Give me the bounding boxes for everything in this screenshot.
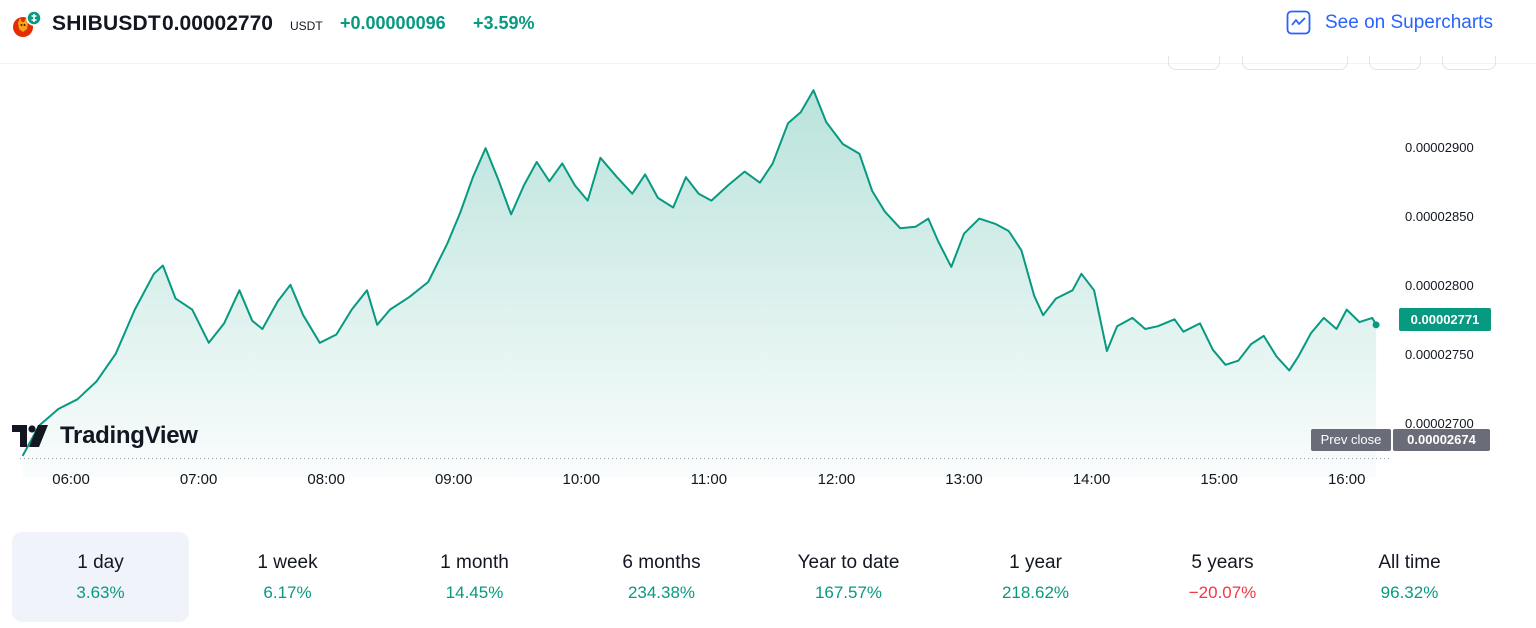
price-line [21,89,1377,457]
chart-line-icon [1286,10,1311,35]
x-axis-tick-label: 10:00 [563,471,601,488]
x-axis-tick-label: 14:00 [1073,471,1111,488]
period-change-value: 3.63% [76,583,125,602]
period-label: 1 year [1009,552,1062,573]
x-axis-tick-label: 07:00 [180,471,218,488]
y-axis-tick-label: 0.00002900 [1405,140,1474,155]
x-axis-tick-label: 06:00 [52,471,90,488]
tradingview-logo-icon [12,425,48,447]
x-axis-tick-label: 16:00 [1328,471,1366,488]
x-axis-tick-label: 12:00 [818,471,856,488]
period-change-value: 167.57% [814,583,883,602]
supercharts-link-label: See on Supercharts [1325,11,1493,33]
y-axis-tick-label: 0.00002850 [1405,209,1474,224]
period-change-value: 6.17% [263,583,312,602]
last-price-tag: 0.00002771 [1399,308,1491,331]
tradingview-wordmark: TradingView [60,422,198,449]
chart-toolbar-button[interactable] [1369,56,1421,70]
period-change-value: 234.38% [627,583,696,602]
y-axis-tick-label: 0.00002700 [1405,416,1474,431]
x-axis-tick-label: 15:00 [1200,471,1238,488]
period-label: Year to date [797,552,900,573]
period-tab-5-years[interactable]: 5 years −20.07% [1134,532,1311,622]
symbol-name: SHIBUSDT [52,12,161,35]
period-label: 1 week [257,552,318,573]
period-tab-6-months[interactable]: 6 months 234.38% [573,532,750,622]
chart-toolbar-button[interactable] [1168,56,1220,70]
see-on-supercharts-link[interactable]: See on Supercharts [1286,10,1493,35]
period-tab-all-time[interactable]: All time 96.32% [1321,532,1498,622]
x-axis-tick-label: 09:00 [435,471,473,488]
price-area-chart[interactable]: 06:00 07:00 08:00 09:00 10:00 11:00 12:00 13:00… [0,64,1536,504]
chart-toolbar-button[interactable] [1442,56,1496,70]
period-label: All time [1378,552,1441,573]
prev-close-label: Prev close [1311,429,1391,451]
last-price-dot [1372,321,1380,329]
period-change-value: 218.62% [1001,583,1070,602]
period-change-value: −20.07% [1188,583,1257,602]
period-tab-1-day[interactable]: 1 day 3.63% [12,532,189,622]
x-axis-tick-label: 08:00 [307,471,345,488]
x-axis-tick-label: 11:00 [691,471,727,488]
y-axis-tick-label: 0.00002750 [1405,347,1474,362]
period-tab-1-week[interactable]: 1 week 6.17% [199,532,376,622]
shiba-inu-coin-icon [13,10,42,37]
period-tab-1-month[interactable]: 1 month 14.45% [386,532,563,622]
period-change-value: 14.45% [445,583,504,602]
period-change-value: 96.32% [1380,583,1439,602]
price-currency: USDT [290,19,323,33]
tradingview-watermark[interactable]: TradingView [12,422,198,450]
period-label: 1 month [440,552,509,573]
period-label: 1 day [77,552,124,573]
period-label: 5 years [1191,552,1254,573]
price-change-percent: +3.59% [473,13,535,33]
period-tab-year-to-date[interactable]: Year to date 167.57% [760,532,937,622]
performance-periods: 1 day 3.63% 1 week 6.17% 1 month 14.45% 6 mont… [12,532,1524,622]
x-axis-tick-label: 13:00 [945,471,983,488]
period-label: 6 months [622,552,701,573]
last-price: 0.00002770 [162,12,273,35]
symbol-header: SHIBUSDT 0.00002770 USDT +0.00000096 +3.… [0,0,1536,64]
chart-toolbar-button[interactable] [1242,56,1348,70]
period-tab-1-year[interactable]: 1 year 218.62% [947,532,1124,622]
price-area-fill [22,90,1377,478]
y-axis-tick-label: 0.00002800 [1405,278,1474,293]
prev-close-value: 0.00002674 [1393,429,1490,451]
price-change-absolute: +0.00000096 [340,13,446,33]
